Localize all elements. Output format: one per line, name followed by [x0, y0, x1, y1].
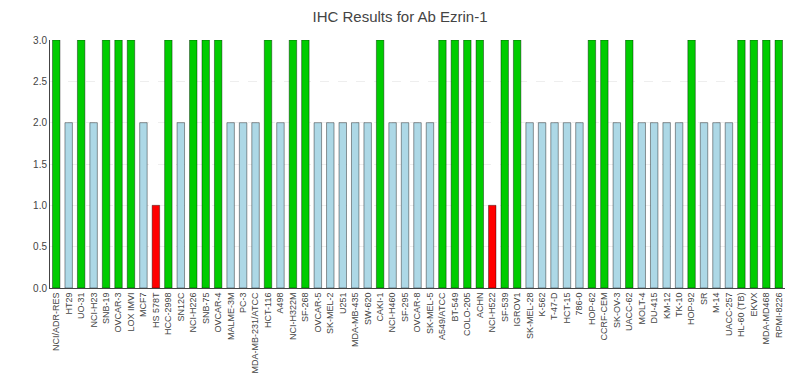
- svg-text:SW-620: SW-620: [363, 293, 373, 325]
- svg-text:MOLT-4: MOLT-4: [637, 293, 647, 325]
- svg-text:2.0: 2.0: [33, 117, 47, 128]
- svg-text:HCT-15: HCT-15: [562, 293, 572, 324]
- svg-text:3.0: 3.0: [33, 35, 47, 46]
- svg-text:SF-295: SF-295: [400, 293, 410, 323]
- svg-text:SN12C: SN12C: [176, 292, 186, 322]
- svg-text:IHC Results for Ab Ezrin-1: IHC Results for Ab Ezrin-1: [312, 8, 487, 25]
- svg-text:2.5: 2.5: [33, 76, 47, 87]
- svg-text:TK-10: TK-10: [674, 293, 684, 318]
- svg-text:HS 578T: HS 578T: [151, 292, 161, 328]
- svg-text:K-562: K-562: [537, 293, 547, 317]
- svg-text:SK-MEL-5: SK-MEL-5: [425, 293, 435, 335]
- svg-text:0.5: 0.5: [33, 241, 47, 252]
- svg-text:IGROV1: IGROV1: [512, 293, 522, 327]
- svg-text:COLO-205: COLO-205: [462, 293, 472, 337]
- svg-text:SNB-75: SNB-75: [201, 293, 211, 325]
- svg-text:KM-12: KM-12: [662, 293, 672, 320]
- svg-text:HOP-92: HOP-92: [686, 293, 696, 326]
- svg-text:NCI-H460: NCI-H460: [388, 293, 398, 333]
- svg-text:EKVX: EKVX: [749, 293, 759, 317]
- svg-text:SNB-19: SNB-19: [101, 293, 111, 325]
- svg-text:MCF7: MCF7: [138, 293, 148, 318]
- svg-text:HCT-116: HCT-116: [263, 293, 273, 328]
- svg-text:T-47-D: T-47-D: [549, 292, 559, 320]
- svg-text:DU-415: DU-415: [649, 293, 659, 324]
- svg-text:UACC-62: UACC-62: [624, 293, 634, 332]
- svg-text:NCI-H322M: NCI-H322M: [288, 293, 298, 341]
- svg-text:A498: A498: [275, 293, 285, 314]
- svg-text:OVCAR-4: OVCAR-4: [213, 293, 223, 333]
- svg-text:NCI-H522: NCI-H522: [487, 293, 497, 333]
- svg-text:RPMI-8226: RPMI-8226: [774, 293, 784, 339]
- svg-text:OVCAR-3: OVCAR-3: [113, 293, 123, 333]
- svg-text:UACC-257: UACC-257: [724, 293, 734, 337]
- svg-text:NCI-H23: NCI-H23: [89, 293, 99, 328]
- svg-text:ACHN: ACHN: [475, 293, 485, 319]
- svg-text:1.0: 1.0: [33, 200, 47, 211]
- svg-text:0.0: 0.0: [33, 283, 47, 294]
- svg-text:NCI/ADR-RES: NCI/ADR-RES: [51, 293, 61, 352]
- svg-text:1.5: 1.5: [33, 159, 47, 170]
- svg-text:A549/ATCC: A549/ATCC: [437, 292, 447, 340]
- svg-text:HOP-62: HOP-62: [587, 293, 597, 326]
- svg-text:CAKI-1: CAKI-1: [375, 293, 385, 322]
- svg-text:786-0: 786-0: [574, 293, 584, 316]
- svg-text:SF-268: SF-268: [300, 293, 310, 323]
- svg-text:SR: SR: [699, 292, 709, 305]
- svg-text:LOX IMVI: LOX IMVI: [126, 293, 136, 332]
- svg-text:BT-549: BT-549: [450, 293, 460, 322]
- svg-text:MALME-3M: MALME-3M: [226, 293, 236, 341]
- svg-text:U251: U251: [338, 293, 348, 315]
- svg-text:HT29: HT29: [64, 293, 74, 315]
- svg-text:MDA-MB-231/ATCC: MDA-MB-231/ATCC: [250, 292, 260, 373]
- svg-text:OVCAR-5: OVCAR-5: [313, 293, 323, 333]
- svg-text:OVCAR-8: OVCAR-8: [412, 293, 422, 333]
- svg-text:HL-60 (TB): HL-60 (TB): [736, 293, 746, 338]
- svg-text:PC-3: PC-3: [238, 293, 248, 314]
- svg-text:NCI-H226: NCI-H226: [188, 293, 198, 333]
- svg-text:MDA-MB-435: MDA-MB-435: [350, 293, 360, 348]
- svg-text:SK-OV-3: SK-OV-3: [612, 293, 622, 329]
- svg-text:SF-539: SF-539: [500, 293, 510, 323]
- svg-text:UO-31: UO-31: [76, 293, 86, 320]
- svg-text:SK-MEL-2: SK-MEL-2: [325, 293, 335, 335]
- svg-text:MDA-MD468: MDA-MD468: [761, 293, 771, 345]
- svg-text:CCRF-CEM: CCRF-CEM: [599, 293, 609, 341]
- svg-text:M-14: M-14: [711, 293, 721, 314]
- svg-text:HCC-2998: HCC-2998: [163, 293, 173, 336]
- svg-text:SK-MEL-28: SK-MEL-28: [525, 293, 535, 340]
